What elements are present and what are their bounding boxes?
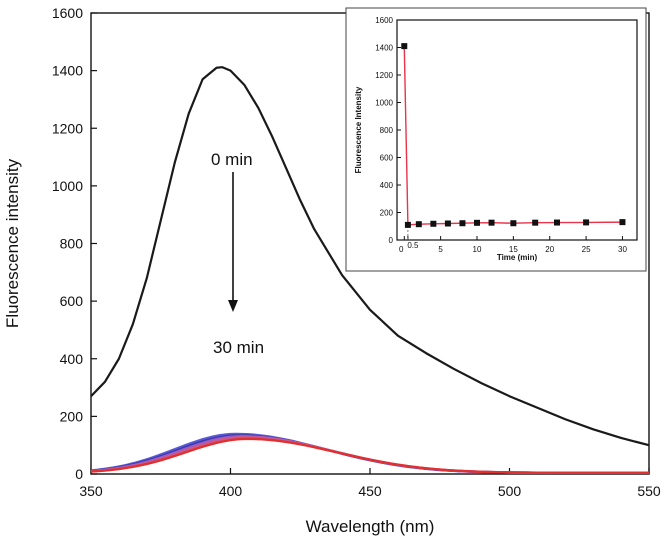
- y-tick-label: 0: [75, 466, 83, 482]
- x-tick-label: 400: [219, 483, 243, 499]
- inset-x-tick-label: 10: [473, 245, 482, 254]
- x-tick-label: 450: [358, 483, 382, 499]
- inset-y-tick-label: 1000: [375, 99, 393, 108]
- inset-y-tick-label: 1200: [375, 71, 393, 80]
- inset-x-tick-label: 0.5: [407, 241, 419, 250]
- inset-data-point: [619, 219, 626, 226]
- inset-y-tick-label: 600: [380, 154, 394, 163]
- x-tick-label: 500: [498, 483, 522, 499]
- inset-y-tick-label: 1600: [375, 16, 393, 25]
- inset-y-tick-label: 0: [389, 236, 394, 245]
- series-line-0min: [90, 66, 650, 447]
- y-tick-label: 1400: [52, 63, 83, 79]
- inset-y-tick-label: 800: [380, 126, 394, 135]
- inset-x-axis-title: Time (min): [497, 253, 538, 262]
- inset-x-tick-label: 25: [582, 245, 591, 254]
- inset-data-point: [554, 219, 560, 226]
- inset-data-point: [583, 219, 590, 226]
- inset-data-point: [415, 221, 422, 228]
- annotation-start: 0 min: [211, 150, 253, 169]
- inset-data-point: [510, 220, 517, 227]
- y-tick-label: 800: [60, 236, 84, 252]
- x-axis-title: Wavelength (nm): [306, 517, 435, 536]
- y-tick-label: 1200: [52, 120, 83, 136]
- y-tick-label: 200: [60, 408, 84, 424]
- series-line-quenched: [90, 437, 650, 475]
- y-tick-label: 600: [60, 293, 84, 309]
- inset-x-tick-label: 30: [618, 245, 627, 254]
- inset-y-tick-label: 200: [380, 209, 394, 218]
- inset-y-tick-label: 400: [380, 181, 394, 190]
- x-tick-label: 350: [79, 483, 103, 499]
- inset-y-tick-label: 1400: [375, 44, 393, 53]
- inset-data-point: [488, 219, 495, 226]
- inset-x-tick-label: 0: [399, 245, 404, 254]
- inset-data-point: [474, 219, 480, 226]
- inset-y-axis-title: Fluorescence Intensity: [354, 86, 363, 173]
- inset-data-point: [430, 220, 437, 227]
- inset-frame: [345, 7, 647, 272]
- inset-x-tick-label: 20: [545, 245, 554, 254]
- inset-data-point: [401, 43, 408, 50]
- inset-data-point: [459, 220, 466, 227]
- y-axis-title: Fluorescence intensity: [3, 158, 22, 328]
- x-tick-label: 550: [637, 483, 661, 499]
- time-arrow-head: [228, 300, 238, 312]
- inset-data-point: [444, 220, 451, 227]
- y-tick-label: 1600: [52, 5, 83, 21]
- y-tick-label: 1000: [52, 178, 83, 194]
- inset-x-tick-label: 5: [438, 245, 443, 254]
- y-tick-label: 400: [60, 351, 84, 367]
- inset-data-point: [532, 219, 539, 226]
- annotation-end: 30 min: [213, 338, 264, 357]
- inset-data-point: [404, 221, 411, 228]
- inset-x-tick-label: 15: [509, 245, 518, 254]
